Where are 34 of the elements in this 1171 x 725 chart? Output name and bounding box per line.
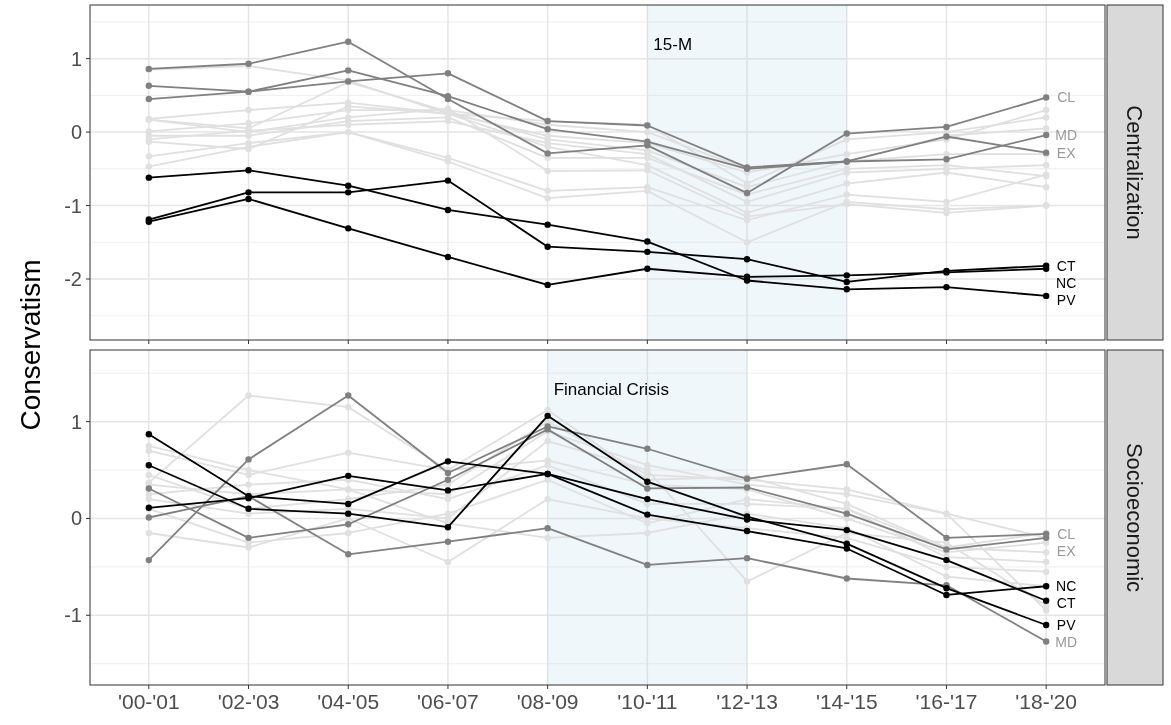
x-tick-label: '06-'07 bbox=[417, 690, 479, 713]
series-label: CT bbox=[1056, 257, 1076, 274]
series-label: MD bbox=[1055, 126, 1078, 143]
x-tick-label: '00-'01 bbox=[117, 690, 180, 713]
x-tick-label: '02-'03 bbox=[217, 690, 280, 713]
series-label: CL bbox=[1057, 89, 1076, 106]
y-tick-label: -1 bbox=[64, 604, 82, 627]
x-tick-label: '16-'17 bbox=[915, 690, 978, 713]
y2-axis-title: Centralization bbox=[1122, 105, 1148, 240]
series-label: CL bbox=[1057, 525, 1076, 542]
y-tick-label: -1 bbox=[64, 194, 82, 217]
y-tick-label: 0 bbox=[70, 507, 82, 530]
y2-axis-title: Socioeconomic bbox=[1122, 442, 1148, 593]
series-label: NC bbox=[1056, 578, 1077, 595]
series-label: EX bbox=[1056, 542, 1077, 559]
series-label: MD bbox=[1055, 633, 1078, 650]
y-tick-label: 0 bbox=[70, 121, 82, 144]
x-tick-label: '04-'05 bbox=[317, 690, 380, 713]
series-label: NC bbox=[1056, 274, 1077, 291]
series-label: PV bbox=[1056, 616, 1077, 633]
series-label: PV bbox=[1056, 291, 1077, 308]
y-tick-label: 1 bbox=[70, 410, 82, 433]
y-tick-label: -2 bbox=[64, 268, 82, 291]
x-tick-label: '14-'15 bbox=[815, 690, 878, 713]
y-tick-label: 1 bbox=[70, 47, 82, 70]
band-label: Financial Crisis bbox=[553, 380, 669, 399]
x-tick-label: '12-'13 bbox=[716, 690, 778, 713]
y-axis-title: Conservatism bbox=[14, 259, 46, 431]
x-tick-label: '08-'09 bbox=[516, 690, 579, 713]
series-label: EX bbox=[1056, 144, 1077, 161]
x-tick-label: '18-'20 bbox=[1015, 690, 1078, 713]
band-label: 15-M bbox=[653, 35, 693, 54]
series-label: CT bbox=[1056, 595, 1076, 612]
x-tick-label: '10-'11 bbox=[617, 690, 678, 713]
